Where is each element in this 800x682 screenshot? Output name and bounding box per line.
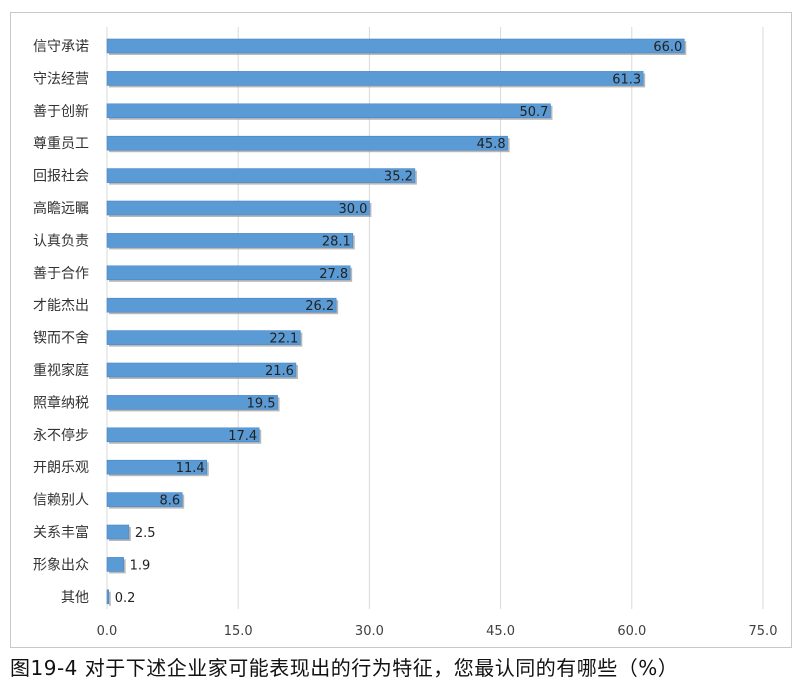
value-label: 27.8	[319, 267, 348, 282]
value-label: 21.6	[265, 364, 294, 379]
x-tick-label: 0.0	[97, 624, 118, 639]
value-label: 26.2	[305, 299, 334, 314]
value-label: 11.4	[176, 461, 205, 476]
grid-lines	[106, 27, 764, 609]
category-label: 信守承诺	[33, 39, 89, 55]
x-tick-labels: 0.0 15.0 30.0 45.0 60.0 75.0	[97, 624, 778, 639]
bar	[106, 459, 208, 475]
value-labels: 66.0 61.3 50.7 45.8 35.2 30.0 28.1 27.8 26.2 22.1…	[115, 40, 683, 606]
category-label: 回报社会	[33, 169, 89, 185]
value-label: 30.0	[338, 202, 367, 217]
x-tick-label: 30.0	[355, 624, 384, 639]
category-label: 信赖别人	[33, 493, 89, 509]
value-label: 19.5	[247, 396, 276, 411]
bar	[106, 492, 183, 507]
value-label: 61.3	[612, 72, 641, 87]
category-label: 形象出众	[33, 557, 89, 573]
bar	[106, 135, 508, 151]
bar-shadow	[109, 591, 111, 606]
bar	[106, 297, 337, 313]
category-label: 善于合作	[33, 266, 89, 282]
bar	[106, 38, 685, 54]
category-label: 照章纳税	[33, 394, 89, 411]
x-tick-label: 45.0	[486, 624, 515, 639]
value-label: 22.1	[269, 332, 298, 347]
category-label: 才能杰出	[33, 298, 89, 314]
bar	[106, 524, 130, 540]
value-label: 28.1	[322, 234, 351, 249]
value-label: 50.7	[520, 105, 549, 120]
category-label: 锲而不舍	[33, 331, 89, 347]
value-label: 45.8	[477, 137, 506, 152]
x-tick-label: 60.0	[617, 624, 646, 639]
bar	[106, 200, 370, 216]
bar	[106, 557, 124, 572]
bar	[106, 362, 297, 378]
x-tick-label: 15.0	[224, 624, 253, 639]
category-label: 认真负责	[33, 233, 89, 249]
category-label: 关系丰富	[33, 524, 89, 541]
bar	[106, 103, 551, 119]
value-label: 0.2	[115, 591, 136, 606]
category-label: 高瞻远瞩	[33, 200, 89, 217]
category-label: 重视家庭	[33, 362, 89, 379]
category-label: 尊重员工	[33, 135, 89, 152]
value-label: 66.0	[653, 40, 682, 55]
bars	[106, 38, 687, 606]
value-label: 35.2	[384, 170, 413, 185]
bar	[106, 233, 354, 248]
x-tick-label: 75.0	[749, 624, 778, 639]
bar-chart: 信守承诺守法经营善于创新尊重员工回报社会高瞻远瞩认真负责善于合作才能杰出锲而不舍…	[33, 27, 778, 639]
chart-frame: 信守承诺守法经营善于创新尊重员工回报社会高瞻远瞩认真负责善于合作才能杰出锲而不舍…	[10, 12, 792, 648]
bar	[106, 395, 278, 410]
figure-caption: 图19-4 对于下述企业家可能表现出的行为特征，您最认同的有哪些（%）	[10, 656, 679, 680]
bar	[106, 330, 301, 345]
category-labels: 信守承诺守法经营善于创新尊重员工回报社会高瞻远瞩认真负责善于合作才能杰出锲而不舍…	[33, 39, 89, 606]
value-label: 8.6	[160, 494, 181, 509]
value-label: 1.9	[130, 558, 151, 573]
category-label: 开朗乐观	[33, 460, 89, 476]
value-label: 2.5	[135, 526, 156, 541]
bar	[106, 427, 260, 443]
bar	[106, 71, 644, 86]
category-label: 永不停步	[33, 427, 89, 444]
category-label: 其他	[61, 590, 89, 606]
category-label: 善于创新	[33, 104, 89, 120]
bar	[106, 168, 416, 183]
category-label: 守法经营	[33, 71, 89, 87]
bar	[106, 265, 351, 281]
value-label: 17.4	[228, 429, 257, 444]
bar	[106, 589, 110, 605]
